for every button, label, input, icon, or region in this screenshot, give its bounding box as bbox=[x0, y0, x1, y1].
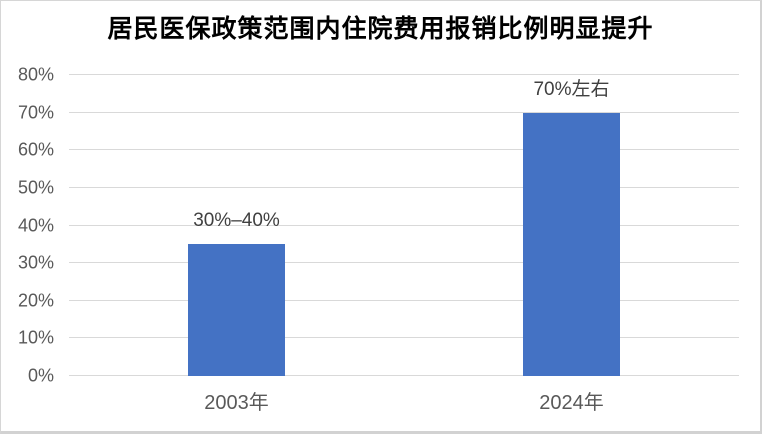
gridline bbox=[69, 224, 739, 226]
plot-area: 30%–40% 70%左右 bbox=[69, 74, 739, 376]
y-tick-label: 20% bbox=[17, 290, 54, 311]
x-category-label: 2003年 bbox=[204, 392, 269, 414]
gridline bbox=[69, 375, 739, 376]
bar-data-label: 70%左右 bbox=[533, 78, 610, 100]
y-tick-label: 80% bbox=[17, 64, 54, 85]
gridline bbox=[69, 149, 739, 151]
gridline bbox=[69, 337, 739, 339]
y-tick-label: 10% bbox=[17, 327, 54, 348]
y-tick-label: 40% bbox=[17, 215, 54, 235]
gridline bbox=[69, 74, 739, 75]
y-tick-label: 70% bbox=[17, 102, 54, 123]
y-tick-label: 60% bbox=[17, 139, 54, 160]
x-category-label: 2024年 bbox=[539, 392, 604, 414]
gridline bbox=[69, 186, 739, 188]
chart-title: 居民医保政策范围内住院费用报销比例明显提升 bbox=[107, 15, 654, 43]
bar-2024年 bbox=[523, 112, 620, 376]
y-tick-label: 30% bbox=[17, 252, 54, 273]
gridline bbox=[69, 299, 739, 301]
bar-data-label: 30%–40% bbox=[193, 210, 280, 232]
gridline bbox=[69, 262, 739, 264]
bar-2003年 bbox=[188, 244, 285, 376]
y-tick-label: 0% bbox=[27, 365, 54, 386]
y-tick-label: 50% bbox=[17, 177, 54, 198]
gridline bbox=[69, 111, 739, 113]
